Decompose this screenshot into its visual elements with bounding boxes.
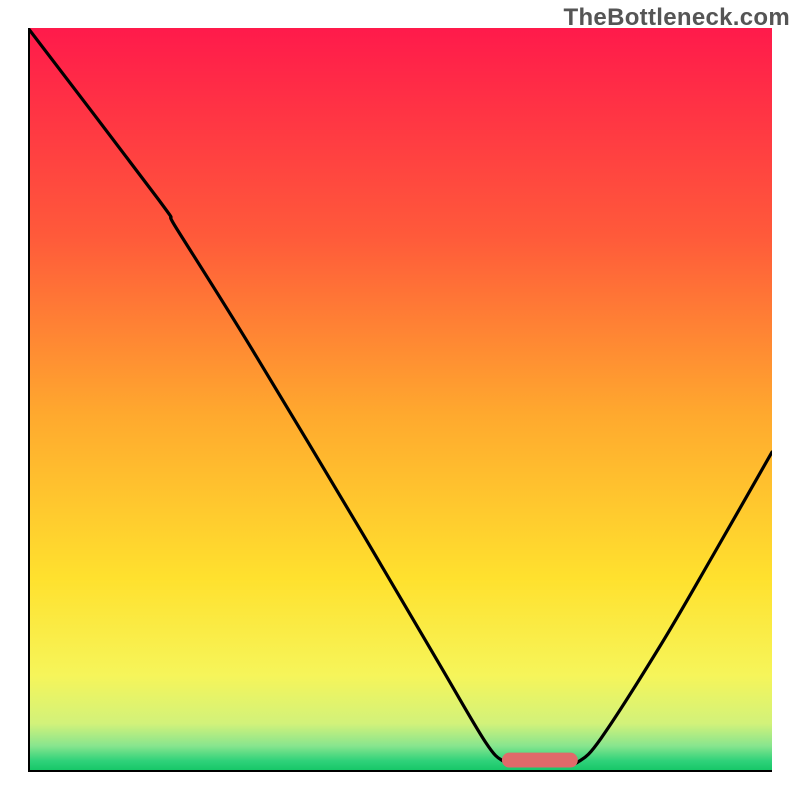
plot-area	[28, 28, 772, 772]
figure-container: TheBottleneck.com	[0, 0, 800, 800]
chart-svg	[28, 28, 772, 772]
gradient-background	[28, 28, 772, 772]
optimal-range-marker	[502, 753, 578, 768]
